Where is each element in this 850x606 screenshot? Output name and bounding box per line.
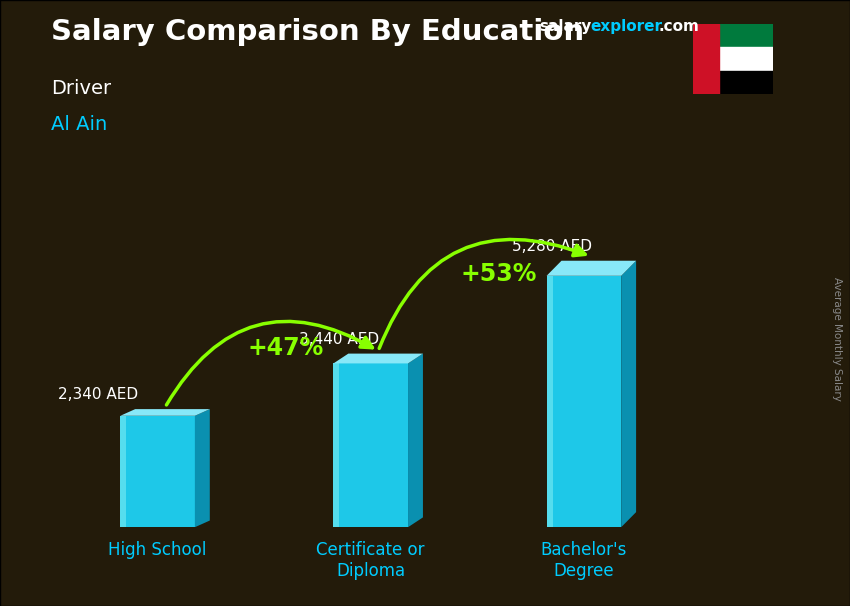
Text: 2,340 AED: 2,340 AED [58,387,138,402]
Bar [693,47,774,71]
Bar [693,71,774,94]
Text: Al Ain: Al Ain [51,115,107,134]
Text: explorer: explorer [591,19,663,35]
Polygon shape [408,353,423,527]
Polygon shape [547,276,553,527]
Polygon shape [120,416,195,527]
Polygon shape [333,353,423,364]
Text: +47%: +47% [247,336,324,360]
Polygon shape [621,261,636,527]
Polygon shape [120,416,127,527]
Text: .com: .com [659,19,700,35]
Polygon shape [333,364,408,527]
Text: Average Monthly Salary: Average Monthly Salary [832,278,842,401]
Polygon shape [120,409,210,416]
Bar [693,24,774,47]
Bar [693,24,719,94]
Polygon shape [195,409,210,527]
Text: 3,440 AED: 3,440 AED [298,332,379,347]
Polygon shape [333,364,339,527]
Text: salary: salary [540,19,592,35]
Text: 5,280 AED: 5,280 AED [512,239,592,254]
Polygon shape [547,261,636,276]
Polygon shape [547,276,621,527]
Text: Salary Comparison By Education: Salary Comparison By Education [51,18,584,46]
Text: Driver: Driver [51,79,111,98]
Text: +53%: +53% [461,262,537,286]
